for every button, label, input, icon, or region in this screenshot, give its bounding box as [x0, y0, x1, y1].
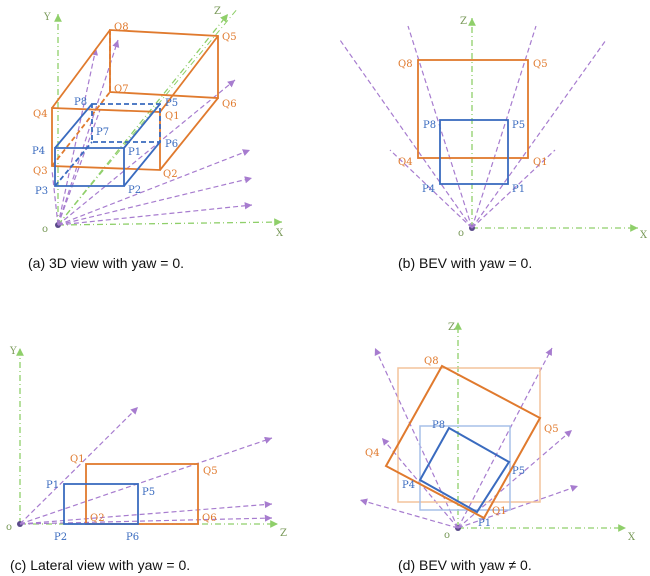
label-p1: P1 [478, 518, 491, 529]
label-p2: P2 [128, 185, 141, 196]
label-p3: P3 [35, 186, 48, 197]
label-p8: P8 [74, 97, 87, 108]
origin-label: o [42, 224, 48, 235]
caption-c: (c) Lateral view with yaw = 0. [10, 557, 190, 573]
label-p1: P1 [46, 480, 59, 491]
label-p6: P6 [165, 139, 178, 150]
blue-box [439, 119, 509, 185]
panel-c-rays [19, 406, 273, 525]
panel-a: Y X Z o [28, 6, 284, 271]
origin-label: o [458, 228, 464, 239]
caption-a: (a) 3D view with yaw = 0. [28, 255, 184, 271]
z-axis-label: Z [460, 16, 467, 27]
panel-c-axes: Y Z o [6, 346, 287, 539]
ray [57, 47, 99, 226]
panel-c-labels: Q1 Q5 Q2 Q6 P1 P5 P2 P6 [46, 454, 218, 543]
origin-label: o [444, 530, 450, 541]
x-axis-label: X [640, 230, 648, 241]
label-p1: P1 [128, 147, 141, 158]
label-p8: P8 [423, 120, 436, 131]
label-p4: P4 [32, 146, 45, 157]
label-p8: P8 [432, 420, 445, 431]
label-q5: Q5 [544, 424, 559, 435]
panel-a-axes: Y X Z o [42, 6, 284, 239]
blue-axis-aligned-box [419, 425, 511, 511]
z-axis [57, 13, 229, 226]
label-q2: Q2 [163, 169, 178, 180]
label-q8: Q8 [114, 22, 129, 33]
ray [57, 109, 101, 226]
panel-a-rays [51, 39, 253, 226]
label-q7: Q7 [114, 84, 129, 95]
panel-b-rays [339, 25, 607, 229]
panel-b: Z X o Q8 Q5 Q4 Q1 P8 P5 P4 P1 (b) BEV wi… [339, 16, 648, 271]
y-axis-label: Y [43, 12, 51, 23]
label-p4: P4 [422, 184, 435, 195]
label-q3: Q3 [33, 166, 48, 177]
label-p5: P5 [512, 466, 525, 477]
label-q1: Q1 [70, 454, 85, 465]
label-q8: Q8 [398, 59, 413, 70]
label-q6: Q6 [202, 513, 217, 524]
caption-b: (b) BEV with yaw = 0. [398, 255, 532, 271]
label-q1: Q1 [165, 111, 180, 122]
z-axis-2 [57, 7, 239, 226]
label-p6: P6 [126, 532, 139, 543]
label-q8: Q8 [424, 356, 439, 367]
orange-rotated-box [384, 364, 542, 520]
orange-box [85, 463, 199, 525]
label-p1: P1 [512, 184, 525, 195]
blue-rotated-box [418, 426, 511, 514]
y-axis-label: Y [9, 346, 17, 357]
caption-d: (d) BEV with yaw ≠ 0. [398, 557, 532, 573]
label-q1: Q1 [533, 157, 548, 168]
label-q1: Q1 [492, 506, 507, 517]
origin-label: o [6, 522, 12, 533]
ray [57, 176, 253, 226]
label-q5: Q5 [203, 466, 218, 477]
panel-a-orange-box [51, 29, 219, 171]
panel-d-rays [359, 347, 579, 529]
panel-b-labels: Q8 Q5 Q4 Q1 P8 P5 P4 P1 [398, 59, 548, 195]
panel-d-labels: Q8 Q5 Q4 Q1 P8 P5 P4 P1 [365, 356, 559, 529]
blue-box [63, 483, 139, 525]
label-p4: P4 [402, 480, 415, 491]
label-p2: P2 [54, 532, 67, 543]
x-axis [57, 218, 283, 227]
panel-a-labels: Q8 Q7 Q5 Q6 Q4 Q1 Q3 Q2 P8 P5 P7 P6 P4 P… [32, 22, 237, 197]
ray [57, 79, 236, 226]
label-q4: Q4 [398, 157, 413, 168]
z-axis-label: Z [214, 6, 221, 17]
orange-axis-aligned-box [397, 367, 541, 503]
ray [57, 149, 251, 226]
ray [51, 169, 59, 226]
panel-a-blue-box [54, 103, 161, 187]
label-p5: P5 [512, 120, 525, 131]
x-axis-label: X [276, 228, 284, 239]
panel-c: Y Z o Q1 Q5 Q2 Q6 P1 P5 P2 P6 (c) Latera… [6, 346, 287, 573]
label-q2: Q2 [90, 513, 105, 524]
x-axis-label: X [628, 532, 636, 543]
label-p7: P7 [96, 127, 109, 138]
label-q5: Q5 [222, 32, 237, 43]
ray [57, 39, 120, 226]
label-p5: P5 [165, 98, 178, 109]
label-q4: Q4 [33, 109, 48, 120]
panel-d: Z X o Q8 Q5 Q4 Q1 P8 P5 P4 P1 (d) BEV wi… [359, 322, 636, 573]
z-axis-label: Z [280, 528, 287, 539]
label-q5: Q5 [533, 59, 548, 70]
orange-box [417, 59, 529, 159]
z-axis-label: Z [448, 322, 455, 333]
label-q6: Q6 [222, 99, 237, 110]
label-p5: P5 [142, 487, 155, 498]
ray [57, 202, 253, 226]
label-q4: Q4 [365, 448, 380, 459]
